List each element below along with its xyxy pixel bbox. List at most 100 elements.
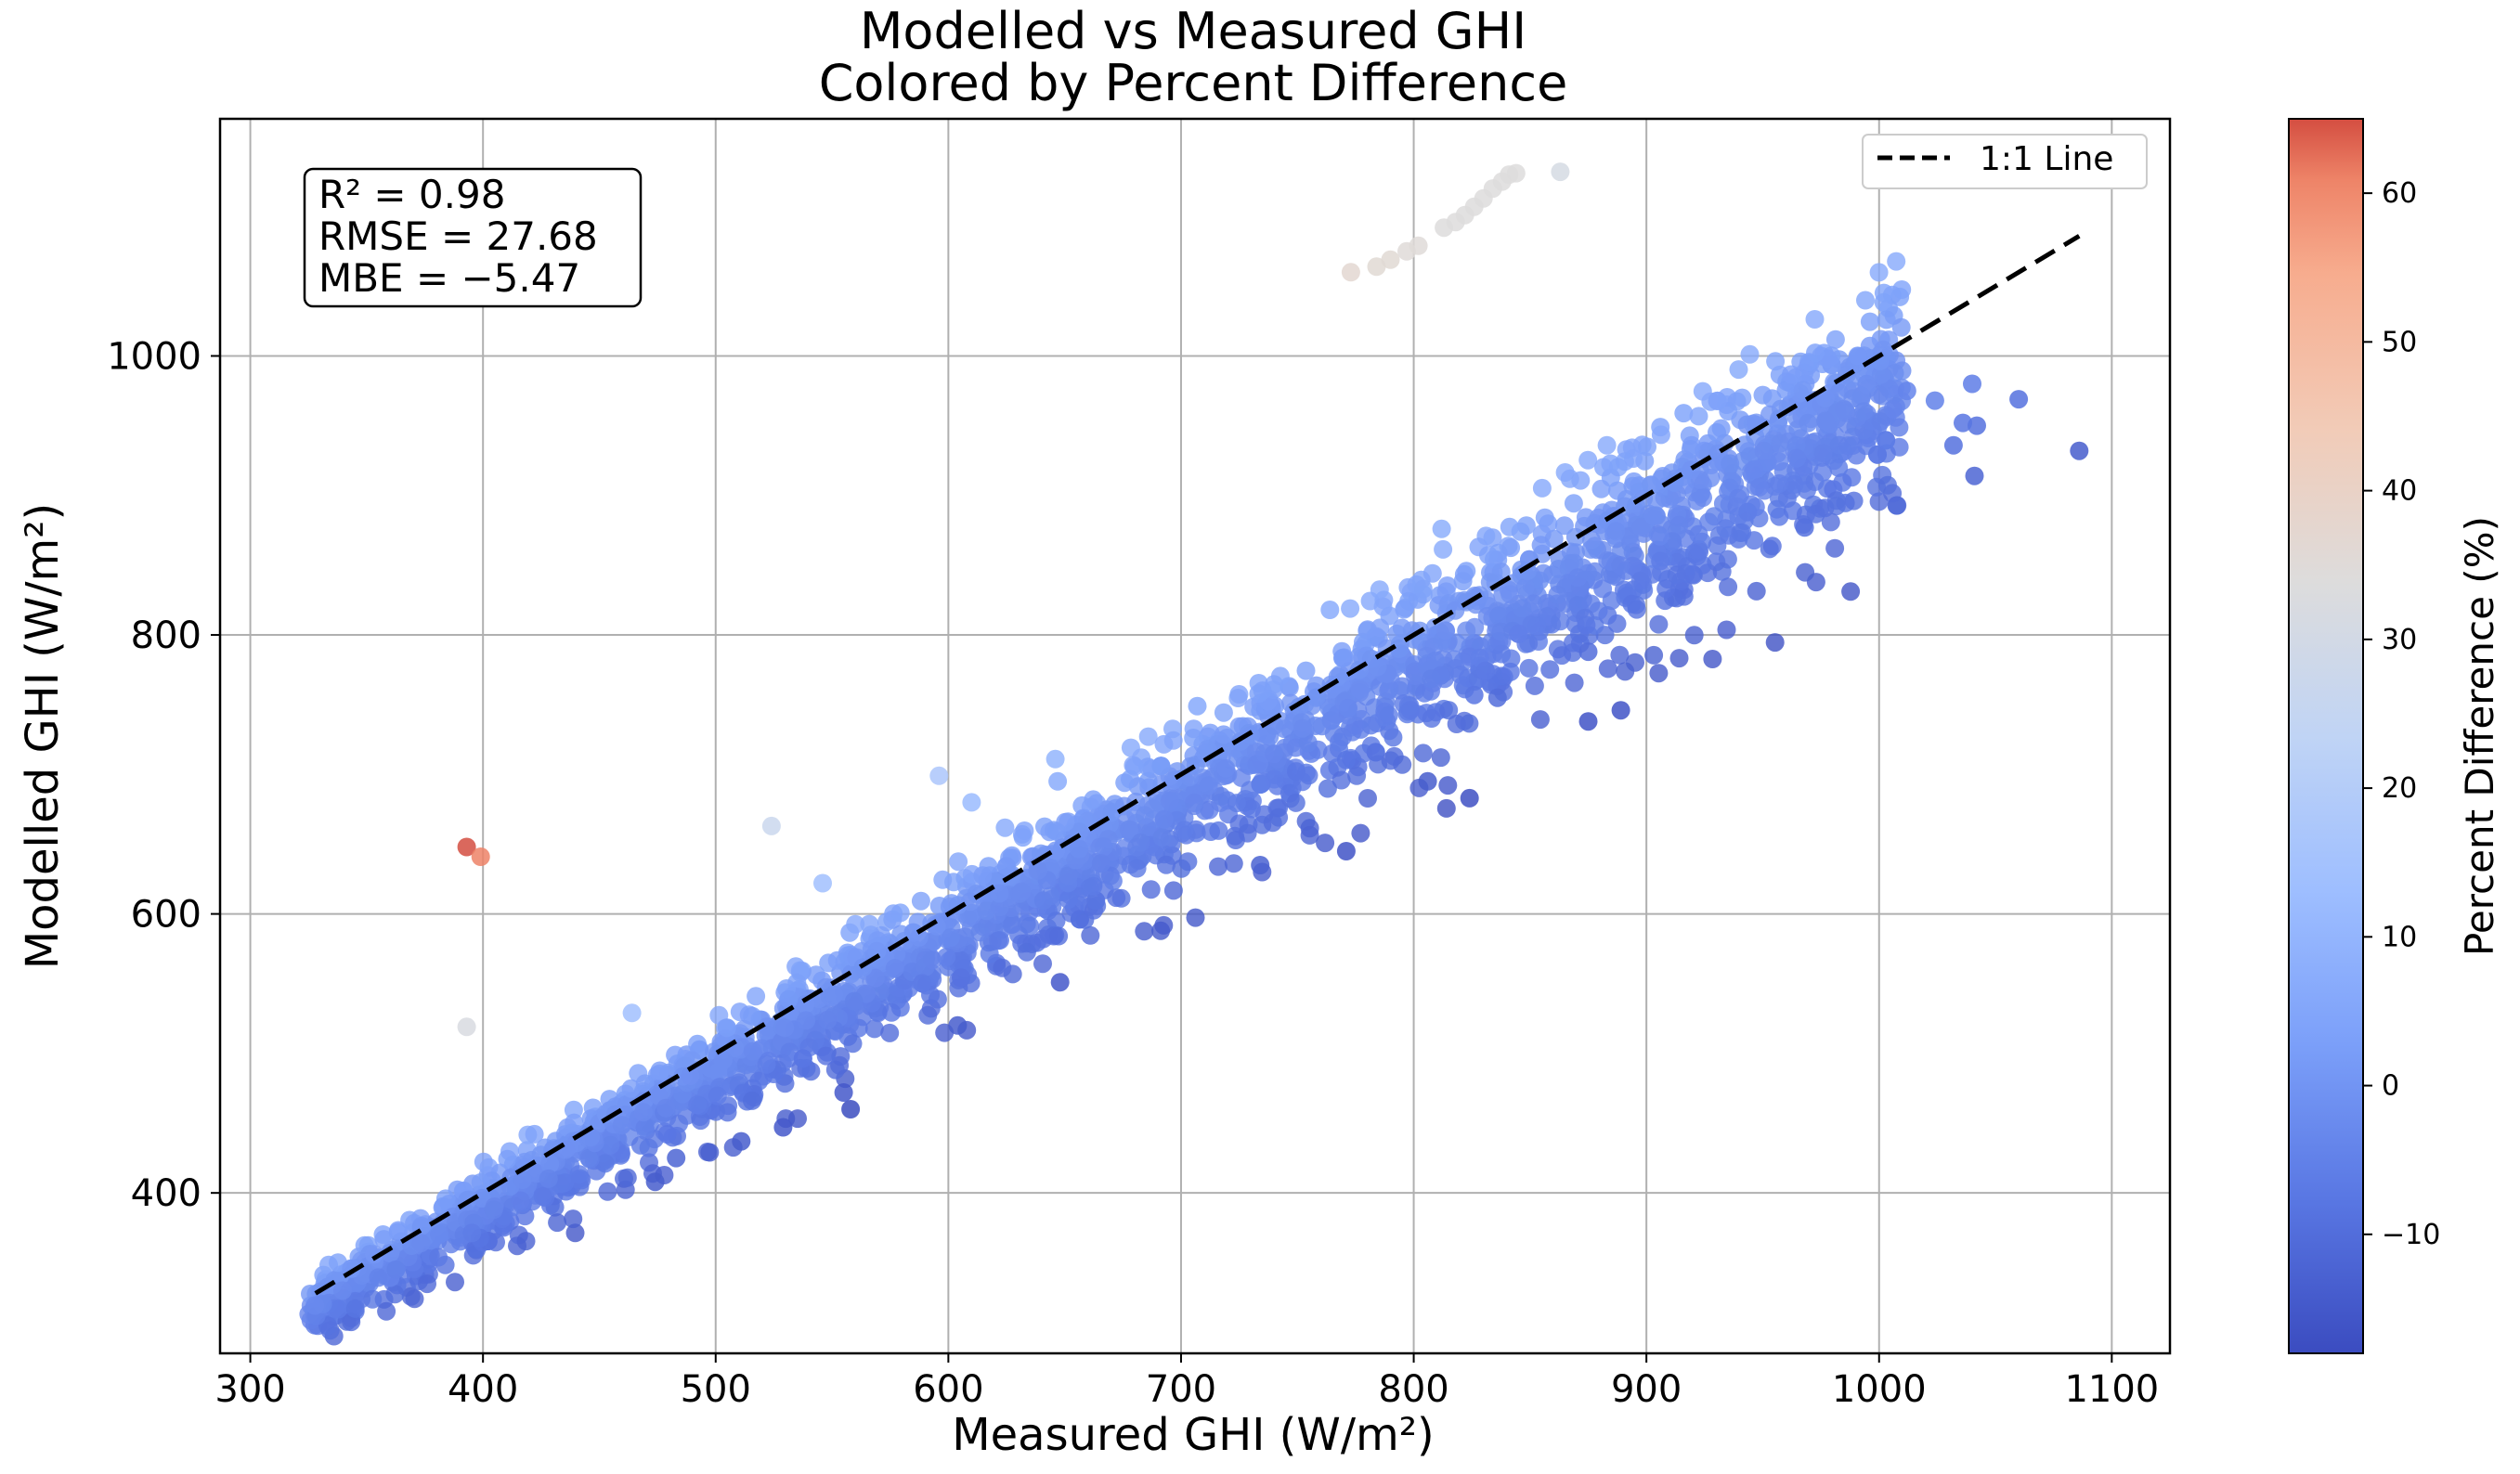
band-point [1049,926,1069,946]
band-point [1368,657,1387,677]
band-point [1669,515,1689,535]
band-point [1733,523,1752,542]
band-point [867,941,887,961]
band-point [1565,553,1584,573]
band-point [1638,437,1656,457]
band-point [691,1111,710,1131]
band-point [1033,929,1053,949]
band-point [345,1299,365,1318]
band-point [1515,577,1535,597]
band-point [1209,857,1228,876]
band-point [471,1173,490,1192]
band-point [1787,448,1807,468]
band-point [569,1165,589,1184]
band-point [1020,916,1040,936]
band-point [1214,703,1233,722]
band-point [539,1169,558,1188]
band-point [1842,468,1862,487]
band-point [1821,512,1840,532]
outlier-point [1320,601,1340,619]
band-point [1316,834,1335,853]
band-point [1825,330,1845,349]
outlier-point [471,847,490,866]
band-point [1771,433,1790,453]
band-point [516,1232,536,1251]
band-point [1825,538,1845,558]
band-point [1887,252,1906,271]
band-point [1643,506,1663,525]
band-point [363,1289,383,1309]
outlier-point [1050,973,1070,992]
band-point [743,1041,762,1061]
band-point [1379,705,1398,725]
y-tick-label: 1000 [107,335,201,378]
band-point [1241,799,1261,819]
band-point [1703,650,1722,668]
band-point [717,1018,736,1038]
band-point [1489,606,1509,626]
band-point [890,903,910,923]
band-point [882,1002,902,1022]
band-point [511,1191,530,1210]
band-point [533,1187,552,1206]
band-point [1719,577,1738,597]
band-point [635,1074,655,1093]
band-point [381,1244,400,1262]
band-point [1296,661,1316,680]
band-point [779,989,799,1009]
high-cluster-point [1409,236,1428,255]
x-tick-label: 500 [681,1368,751,1411]
band-point [1070,910,1089,929]
band-point [1138,757,1158,777]
band-point [1413,743,1433,763]
band-point [525,1124,544,1144]
band-point [1453,572,1473,591]
band-point [418,1274,436,1294]
band-point [1434,539,1453,559]
colorbar-tick-label: 0 [2382,1070,2399,1103]
band-point [374,1230,394,1249]
band-point [1793,381,1812,400]
band-point [1877,310,1896,330]
band-point [1400,701,1420,720]
band-point [365,1245,383,1264]
band-point [824,985,843,1004]
band-point [1175,821,1194,840]
outlier-point [948,1015,968,1035]
band-point [1649,664,1669,683]
band-point [1776,381,1796,400]
band-point [1499,580,1518,600]
high-cluster-point [1367,257,1386,277]
band-point [1350,680,1370,699]
band-point [385,1285,405,1304]
band-point [743,1006,762,1026]
band-point [1552,646,1572,666]
band-point [1532,478,1552,498]
band-point [1869,263,1889,282]
y-tick-label: 800 [131,614,201,657]
colorbar-gradient [2288,118,2364,1354]
band-point [1059,890,1078,910]
band-point [952,968,971,988]
band-point [1877,431,1896,450]
high-cluster-point [1506,163,1526,183]
outlier-point [773,1118,793,1137]
band-point [911,891,930,911]
band-point [1438,776,1458,795]
band-point [1436,621,1455,640]
band-point [913,974,932,993]
band-point [1669,649,1689,668]
band-point [1436,798,1456,818]
legend: 1:1 Line [1862,134,2148,189]
band-point [1265,769,1284,789]
band-point [1033,954,1052,974]
band-point [1568,568,1588,588]
outlier-point [1968,416,1986,435]
band-point [1501,538,1521,558]
band-point [1729,360,1748,380]
band-point [1509,624,1528,643]
band-point [1564,633,1582,653]
band-point [401,1287,421,1306]
band-point [1606,522,1626,541]
band-point [1185,794,1204,812]
